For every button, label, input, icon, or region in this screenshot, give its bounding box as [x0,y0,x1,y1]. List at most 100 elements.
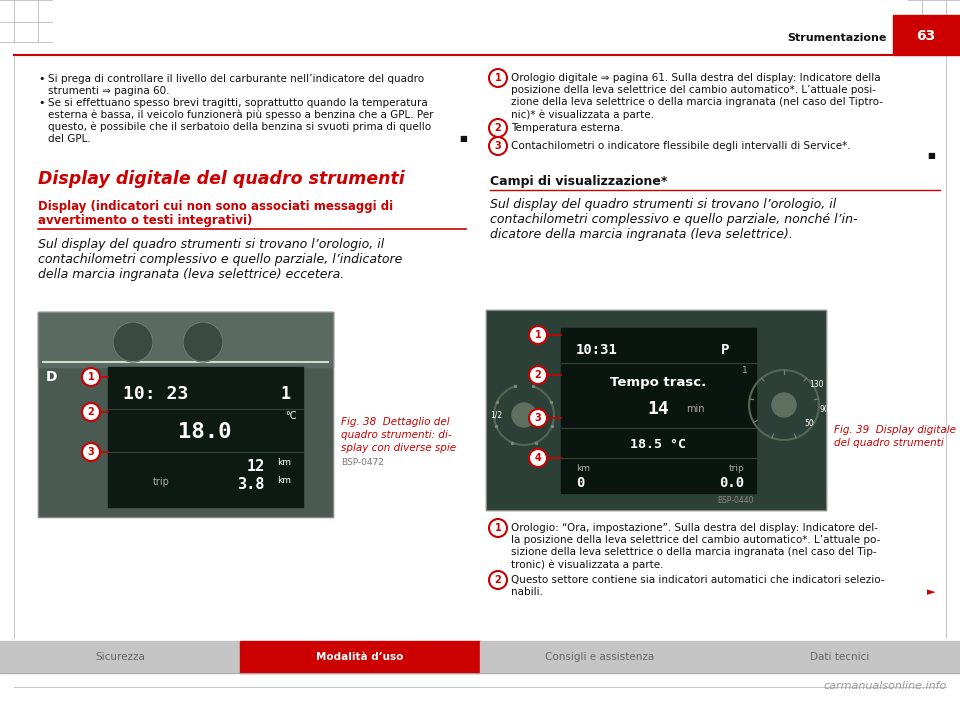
Circle shape [489,137,507,155]
Text: 10: 23: 10: 23 [123,385,188,403]
Text: 0: 0 [576,476,585,490]
Text: 90: 90 [819,405,828,414]
Text: Strumentazione: Strumentazione [787,33,887,43]
Circle shape [82,403,100,421]
Text: nabili.: nabili. [511,587,543,597]
Text: Modalità d’uso: Modalità d’uso [316,652,404,662]
Text: Sul display del quadro strumenti si trovano l’orologio, il: Sul display del quadro strumenti si trov… [38,238,384,251]
Text: 1: 1 [281,385,291,403]
Text: esterna è bassa, il veicolo funzionerà più spesso a benzina che a GPL. Per: esterna è bassa, il veicolo funzionerà p… [48,110,434,121]
Text: BSP-0472: BSP-0472 [341,458,384,467]
Text: P: P [721,343,730,357]
Text: ■: ■ [927,151,935,160]
Circle shape [489,69,507,87]
Text: Dati tecnici: Dati tecnici [810,652,870,662]
Bar [38,312,333,367]
Text: km: km [576,464,590,473]
Text: posizione della leva selettrice del cambio automatico*. L’attuale posi-: posizione della leva selettrice del camb… [511,85,876,95]
Text: 63: 63 [917,29,936,43]
Text: trip: trip [729,464,744,473]
Text: Temperatura esterna.: Temperatura esterna. [511,123,623,133]
Text: min: min [686,404,705,414]
Text: del GPL.: del GPL. [48,134,91,144]
Text: Fig. 38  Dettaglio del: Fig. 38 Dettaglio del [341,417,449,427]
Text: D: D [46,370,58,384]
Text: dicatore della marcia ingranata (leva selettrice).: dicatore della marcia ingranata (leva se… [490,228,793,241]
Text: Sicurezza: Sicurezza [95,652,145,662]
Text: del quadro strumenti: del quadro strumenti [834,438,944,448]
Text: Orologio: “Ora, impostazione”. Sulla destra del display: Indicatore del-: Orologio: “Ora, impostazione”. Sulla des… [511,523,878,533]
Text: km: km [277,476,291,485]
Circle shape [529,326,547,344]
Text: 18.0: 18.0 [179,422,231,442]
Text: 1/2: 1/2 [490,410,502,419]
Bar [486,310,826,510]
Text: Sul display del quadro strumenti si trovano l’orologio, il: Sul display del quadro strumenti si trov… [490,198,836,211]
Text: Campi di visualizzazione*: Campi di visualizzazione* [490,175,667,188]
Bar [0,641,240,673]
Text: 4: 4 [535,453,541,463]
Bar [240,641,480,673]
Text: ►: ► [926,587,935,597]
Text: 2: 2 [535,370,541,380]
Text: 0.0: 0.0 [719,476,744,490]
Text: 50: 50 [804,419,814,428]
Text: 1: 1 [535,330,541,340]
Text: 1: 1 [494,523,501,533]
Text: avvertimento o testi integrativi): avvertimento o testi integrativi) [38,214,252,227]
Text: Consigli e assistenza: Consigli e assistenza [545,652,655,662]
Text: Questo settore contiene sia indicatori automatici che indicatori selezio-: Questo settore contiene sia indicatori a… [511,575,884,585]
Circle shape [512,403,536,427]
Text: Contachilometri o indicatore flessibile degli intervalli di Service*.: Contachilometri o indicatore flessibile … [511,141,851,151]
Text: Tempo trasc.: Tempo trasc. [610,376,707,389]
Text: 3: 3 [494,141,501,151]
Bar [38,312,333,517]
Text: 130: 130 [809,380,824,389]
Text: 1: 1 [742,366,748,375]
Text: Se si effettuano spesso brevi tragitti, soprattutto quando la temperatura: Se si effettuano spesso brevi tragitti, … [48,98,428,108]
Bar [561,328,756,493]
Text: 3.8: 3.8 [238,477,265,492]
Text: sizione della leva selettrice o della marcia ingranata (nel caso del Tip-: sizione della leva selettrice o della ma… [511,547,876,557]
Bar [38,312,333,517]
Bar [893,15,960,55]
Circle shape [489,571,507,589]
Text: •: • [38,98,44,108]
Text: 2: 2 [87,407,94,417]
Text: questo, è possibile che il serbatoio della benzina si svuoti prima di quello: questo, è possibile che il serbatoio del… [48,122,431,132]
Circle shape [489,119,507,137]
Text: 3: 3 [87,447,94,457]
Circle shape [529,366,547,384]
Text: Si prega di controllare il livello del carburante nell’indicatore del quadro: Si prega di controllare il livello del c… [48,74,424,84]
Text: BSP-0440: BSP-0440 [717,496,754,505]
Text: Fig. 39  Display digitale: Fig. 39 Display digitale [834,425,956,435]
Text: Orologio digitale ⇒ pagina 61. Sulla destra del display: Indicatore della: Orologio digitale ⇒ pagina 61. Sulla des… [511,73,880,83]
Text: 10:31: 10:31 [576,343,618,357]
Text: quadro strumenti: di-: quadro strumenti: di- [341,430,451,440]
Text: 12: 12 [247,459,265,474]
Circle shape [82,443,100,461]
Text: carmanualsonline.info: carmanualsonline.info [824,681,947,691]
Circle shape [183,322,223,362]
Bar [480,641,720,673]
Text: 1: 1 [87,372,94,382]
Text: contachilometri complessivo e quello parziale, l’indicatore: contachilometri complessivo e quello par… [38,253,402,266]
Text: ■: ■ [459,134,467,143]
Bar [108,367,303,507]
Bar [720,641,960,673]
Text: 1: 1 [494,73,501,83]
Text: 3: 3 [535,413,541,423]
Text: strumenti ⇒ pagina 60.: strumenti ⇒ pagina 60. [48,86,170,96]
Text: °C: °C [285,411,297,421]
Text: nic)* è visualizzata a parte.: nic)* è visualizzata a parte. [511,109,654,119]
Text: Display (indicatori cui non sono associati messaggi di: Display (indicatori cui non sono associa… [38,200,394,213]
Text: zione della leva selettrice o della marcia ingranata (nel caso del Tiptro-: zione della leva selettrice o della marc… [511,97,883,107]
Text: km: km [277,458,291,467]
Circle shape [113,322,153,362]
Text: 2: 2 [494,123,501,133]
Text: la posizione della leva selettrice del cambio automatico*. L’attuale po-: la posizione della leva selettrice del c… [511,535,880,545]
Circle shape [529,449,547,467]
Text: della marcia ingranata (leva selettrice) eccetera.: della marcia ingranata (leva selettrice)… [38,268,345,281]
Text: trip: trip [153,477,170,487]
Text: splay con diverse spie: splay con diverse spie [341,443,456,453]
